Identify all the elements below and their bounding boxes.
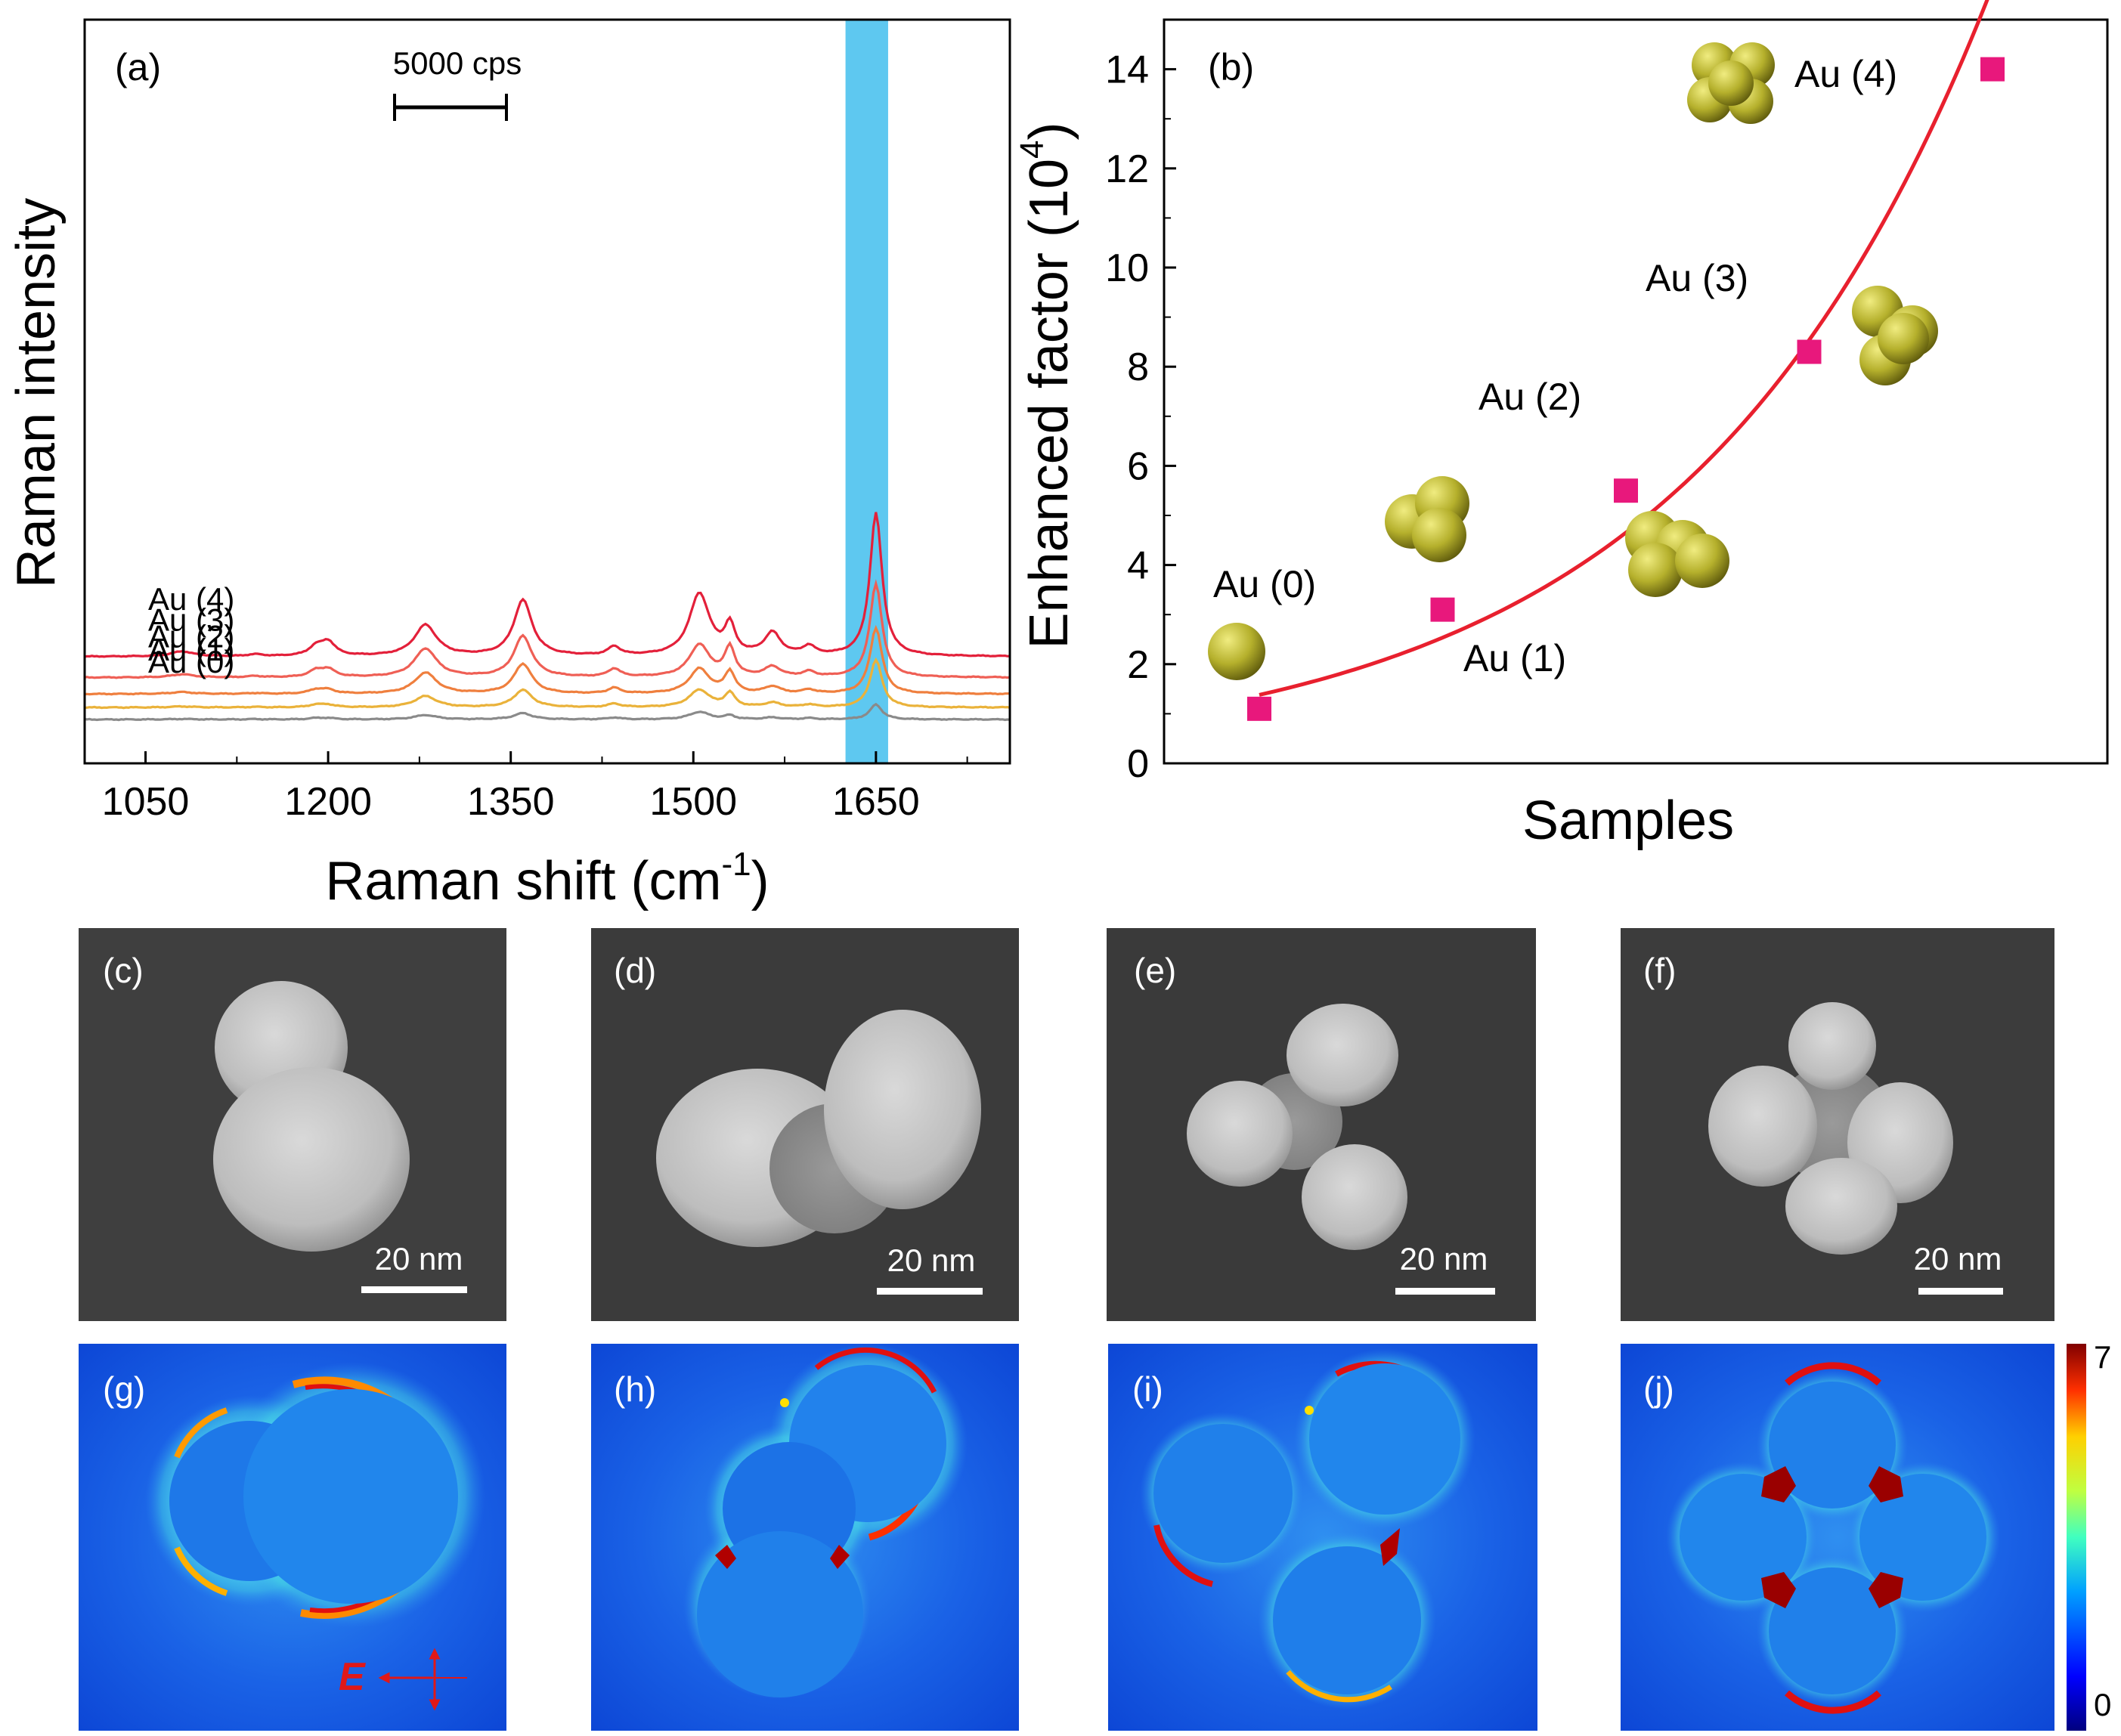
label-au4-b: Au (4) — [1794, 53, 1897, 95]
y-tick-label: 8 — [1127, 345, 1149, 389]
panel-b: 0 2 4 6 8 10 12 14 (b) Enhanced factor (104) Sa… — [1014, 0, 2109, 851]
sem-scale-text-e: 20 nm — [1400, 1241, 1488, 1276]
sem-scale-bar-d — [877, 1288, 983, 1295]
field-label-h: (h) — [614, 1369, 656, 1409]
spectrum-line-0 — [84, 702, 1011, 722]
sem-label-e: (e) — [1134, 951, 1176, 990]
spectra-group — [84, 512, 1011, 722]
sem-scale-bar-c — [361, 1286, 467, 1293]
colorbar-max-label: 7 — [2094, 1339, 2111, 1375]
y-tick-label: 14 — [1105, 48, 1149, 92]
sem-panel-d: (d) 20 nm — [591, 928, 1019, 1321]
sem-scale-bar-e — [1395, 1288, 1495, 1295]
data-point-3 — [1797, 339, 1822, 364]
panel-label-b: (b) — [1208, 46, 1254, 88]
sem-scale-text-f: 20 nm — [1914, 1241, 2002, 1276]
colorbar: 7 0 — [2067, 1339, 2111, 1731]
au2-particle-illustration — [1625, 511, 1729, 597]
data-points — [1247, 57, 2005, 721]
sem-label-d: (d) — [614, 951, 656, 990]
panel-label-a: (a) — [115, 46, 161, 88]
field-panel-j: (j) — [1621, 1344, 2054, 1731]
colorbar-min-label: 0 — [2094, 1687, 2111, 1722]
label-au1-b: Au (1) — [1463, 637, 1566, 679]
series-label-2: Au (2) — [148, 618, 234, 654]
x-axis-label-a: Raman shift (cm-1) — [325, 846, 769, 911]
y-tick-label: 12 — [1105, 147, 1149, 191]
sem-label-c: (c) — [103, 951, 144, 990]
field-label-i: (i) — [1132, 1369, 1163, 1409]
sem-scale-text-d: 20 nm — [887, 1242, 976, 1278]
y-tick-label: 2 — [1127, 643, 1149, 687]
data-point-2 — [1614, 478, 1638, 503]
au3-particle-illustration — [1852, 286, 1938, 385]
spectrum-line-3 — [84, 579, 1011, 679]
field-label-g: (g) — [103, 1369, 145, 1409]
y-tick-label: 4 — [1127, 544, 1149, 588]
sem-panel-c: (c) 20 nm — [79, 928, 506, 1321]
y-tick-label: 0 — [1127, 742, 1149, 786]
sem-scale-bar-f — [1918, 1288, 2003, 1295]
y-axis-label-b: Enhanced factor (104) — [1014, 122, 1079, 649]
series-label-1: Au (1) — [148, 632, 234, 667]
x-tick-label: 1350 — [467, 780, 555, 824]
spectrum-line-2 — [84, 624, 1011, 696]
sem-label-f: (f) — [1643, 951, 1676, 990]
au0-particle-illustration — [1208, 623, 1265, 680]
y-axis-label-a: Raman intensity — [6, 198, 67, 588]
field-panel-h: (h) — [591, 1344, 1019, 1731]
x-tick-label: 1200 — [284, 780, 372, 824]
axes-frame-a — [83, 18, 1011, 765]
series-labels: Au (4)Au (3)Au (2)Au (1)Au (0) — [148, 581, 234, 679]
label-au0-b: Au (0) — [1213, 563, 1316, 605]
panel-a: 1050 1200 1350 1500 1650 (a) 5000 cps Au (4)… — [6, 18, 1011, 911]
series-label-3: Au (3) — [148, 602, 234, 638]
au1-particle-illustration — [1385, 476, 1469, 562]
scale-bar-label: 5000 cps — [393, 45, 522, 81]
sem-panel-e: (e) 20 nm — [1107, 928, 1536, 1321]
series-label-0: Au (0) — [148, 644, 234, 679]
polarization-indicator: E — [339, 1648, 467, 1711]
y-tick-label: 6 — [1127, 444, 1149, 488]
spectrum-line-4 — [84, 512, 1011, 658]
series-label-4: Au (4) — [148, 581, 234, 617]
field-panel-i: (i) — [1108, 1344, 1537, 1731]
x-tick-label: 1500 — [649, 780, 737, 824]
label-au2-b: Au (2) — [1479, 376, 1581, 418]
data-point-4 — [1980, 57, 2005, 82]
x-tick-label: 1050 — [102, 780, 190, 824]
field-label-j: (j) — [1643, 1369, 1674, 1409]
x-axis-label-b: Samples — [1522, 791, 1734, 851]
y-tick-label: 10 — [1105, 246, 1149, 290]
polarization-label: E — [339, 1655, 366, 1699]
data-point-0 — [1247, 696, 1271, 721]
field-panel-g: (g) E — [79, 1344, 506, 1731]
sem-scale-text-c: 20 nm — [375, 1241, 463, 1276]
x-tick-label: 1650 — [832, 780, 920, 824]
y-ticks-b: 0 2 4 6 8 10 12 14 — [1105, 48, 1176, 786]
data-point-1 — [1430, 597, 1455, 622]
sem-panel-f: (f) 20 nm — [1621, 928, 2054, 1321]
x-ticks-a: 1050 1200 1350 1500 1650 — [102, 751, 968, 824]
axes-frame-b — [1163, 18, 2109, 765]
label-au3-b: Au (3) — [1646, 257, 1748, 299]
au4-particle-illustration — [1687, 42, 1775, 124]
spectrum-line-1 — [85, 657, 1011, 710]
